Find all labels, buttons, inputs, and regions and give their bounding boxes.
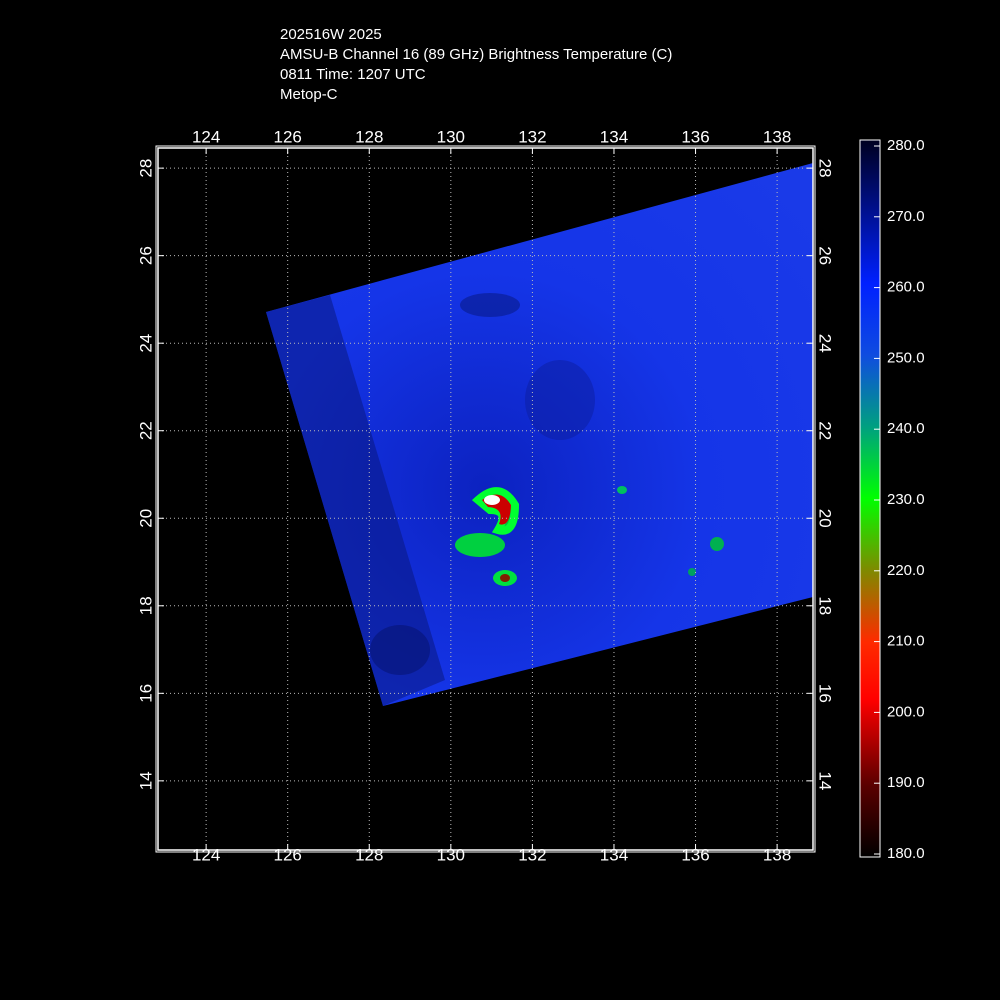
y-tick-label: 22 [816, 421, 835, 440]
x-tick-label: 138 [763, 845, 791, 864]
colorbar-ticks: 180.0 190.0 200.0 210.0 220.0 230.0 240.0 250.0… [874, 137, 925, 862]
convection [455, 533, 505, 557]
colorbar-label: 180.0 [887, 845, 925, 862]
y-tick-label: 14 [136, 771, 155, 790]
y-tick-label: 20 [136, 509, 155, 528]
convection [710, 537, 724, 551]
eyewall-peak [484, 495, 500, 505]
frame [157, 147, 814, 851]
x-tick-label: 130 [437, 127, 465, 146]
y-tick-label: 26 [136, 246, 155, 265]
header-line: Metop-C [280, 86, 338, 103]
convection [688, 568, 696, 576]
x-tick-label: 124 [192, 845, 220, 864]
x-tick-label: 138 [763, 127, 791, 146]
colorbar-label: 210.0 [887, 633, 925, 650]
colorbar-label: 220.0 [887, 562, 925, 579]
grid [158, 148, 813, 850]
colorbar-label: 240.0 [887, 420, 925, 437]
header-line: AMSU-B Channel 16 (89 GHz) Brightness Te… [280, 46, 672, 63]
y-tick-label: 14 [816, 771, 835, 790]
x-tick-label: 128 [355, 845, 383, 864]
header: 202516W 2025 AMSU-B Channel 16 (89 GHz) B… [280, 26, 672, 103]
cloud [525, 360, 595, 440]
y-tick-label: 16 [136, 684, 155, 703]
header-line: 0811 Time: 1207 UTC [280, 66, 426, 83]
x-tick-label: 130 [437, 845, 465, 864]
x-tick-label: 124 [192, 127, 220, 146]
y-tick-label: 20 [816, 509, 835, 528]
x-tick-label: 136 [681, 127, 709, 146]
colorbar [859, 139, 881, 858]
x-tick-label: 132 [518, 127, 546, 146]
y-tick-label: 24 [816, 334, 835, 353]
colorbar-label: 230.0 [887, 491, 925, 508]
colorbar-label: 250.0 [887, 349, 925, 366]
colorbar-label: 280.0 [887, 137, 925, 154]
x-tick-label: 134 [600, 845, 628, 864]
swath [266, 163, 813, 706]
colorbar-label: 190.0 [887, 774, 925, 791]
y-tick-label: 26 [816, 246, 835, 265]
y-tick-label: 22 [136, 421, 155, 440]
convection [500, 574, 510, 582]
swath-edge [266, 295, 445, 706]
y-tick-label: 16 [816, 684, 835, 703]
ticks: 124 124 126 126 128 128 130 130 132 132 134 134 136 1… [136, 127, 834, 864]
x-tick-label: 126 [274, 845, 302, 864]
header-line: 202516W 2025 [280, 26, 382, 43]
x-tick-label: 132 [518, 845, 546, 864]
x-tick-label: 134 [600, 127, 628, 146]
y-tick-label: 28 [816, 159, 835, 178]
colorbar-label: 200.0 [887, 703, 925, 720]
cloud [370, 625, 430, 675]
x-tick-label: 128 [355, 127, 383, 146]
y-tick-label: 18 [816, 596, 835, 615]
frame-outer [155, 145, 816, 853]
y-tick-label: 24 [136, 334, 155, 353]
cloud [460, 293, 520, 317]
colorbar-label: 260.0 [887, 279, 925, 296]
convection [617, 486, 627, 494]
y-tick-label: 28 [136, 159, 155, 178]
x-tick-label: 136 [681, 845, 709, 864]
colorbar-label: 270.0 [887, 208, 925, 225]
x-tick-label: 126 [274, 127, 302, 146]
y-tick-label: 18 [136, 596, 155, 615]
